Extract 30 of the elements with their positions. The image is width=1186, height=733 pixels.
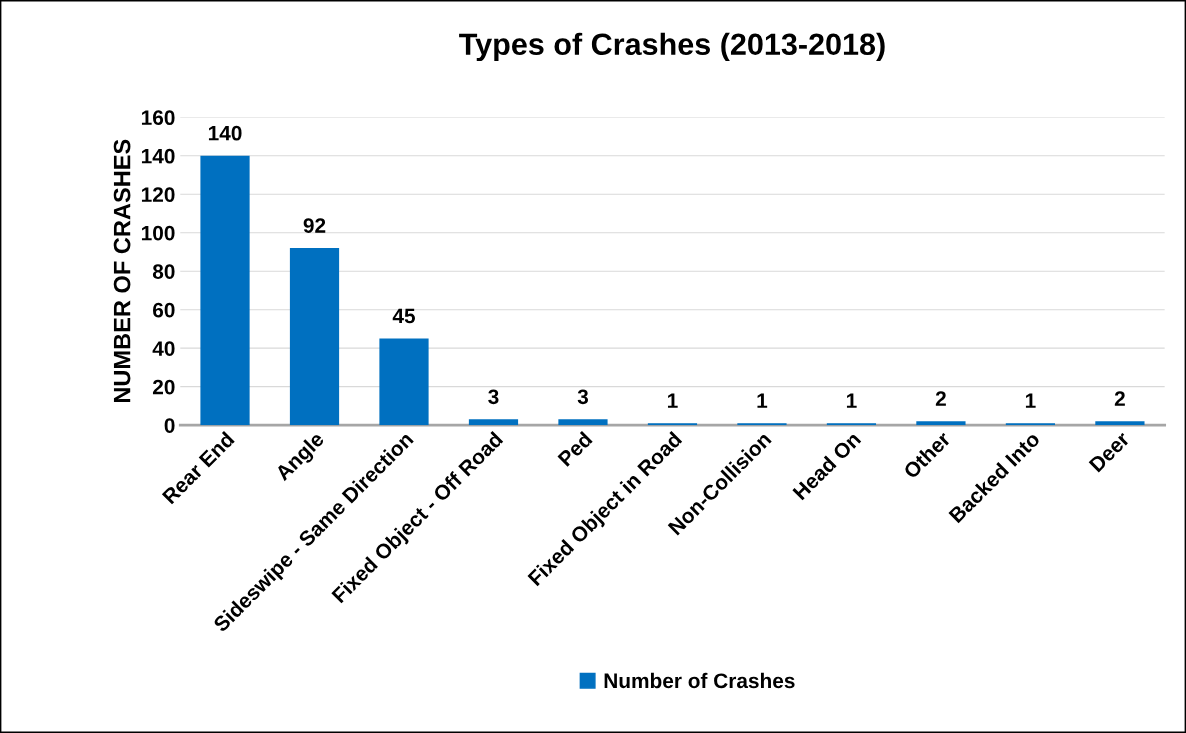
data-label: 3: [488, 389, 499, 405]
y-tick-label: 80: [152, 264, 175, 279]
data-label: 140: [208, 125, 242, 141]
y-tick-label: 140: [141, 148, 175, 164]
bar: [200, 155, 250, 426]
y-tick-label: 160: [141, 110, 175, 126]
bar: [558, 419, 608, 426]
data-label: 45: [392, 308, 415, 324]
bar: [916, 421, 966, 426]
data-label: 92: [303, 218, 326, 233]
y-tick-label: 20: [152, 379, 175, 395]
data-label: 3: [577, 389, 589, 405]
data-label: 2: [935, 391, 946, 406]
y-tick-label: 40: [152, 341, 175, 356]
y-tick-label: 60: [153, 302, 175, 318]
bar: [468, 419, 519, 426]
bar: [1095, 421, 1145, 426]
bar: [379, 338, 429, 426]
data-label: 1: [667, 393, 678, 408]
y-axis-title: NUMBER OF CRASHES: [113, 139, 131, 403]
y-tick-label: 0: [164, 418, 175, 433]
y-tick-label: 120: [141, 187, 175, 202]
y-tick-label: 100: [141, 225, 175, 241]
data-label: 1: [1025, 393, 1036, 408]
bar: [289, 248, 340, 426]
data-label: 2: [1114, 391, 1125, 406]
data-label: 1: [846, 393, 857, 408]
legend-label: Number of Crashes: [604, 672, 795, 689]
chart-title: Types of Crashes (2013-2018): [459, 32, 885, 62]
data-label: 1: [757, 393, 768, 408]
